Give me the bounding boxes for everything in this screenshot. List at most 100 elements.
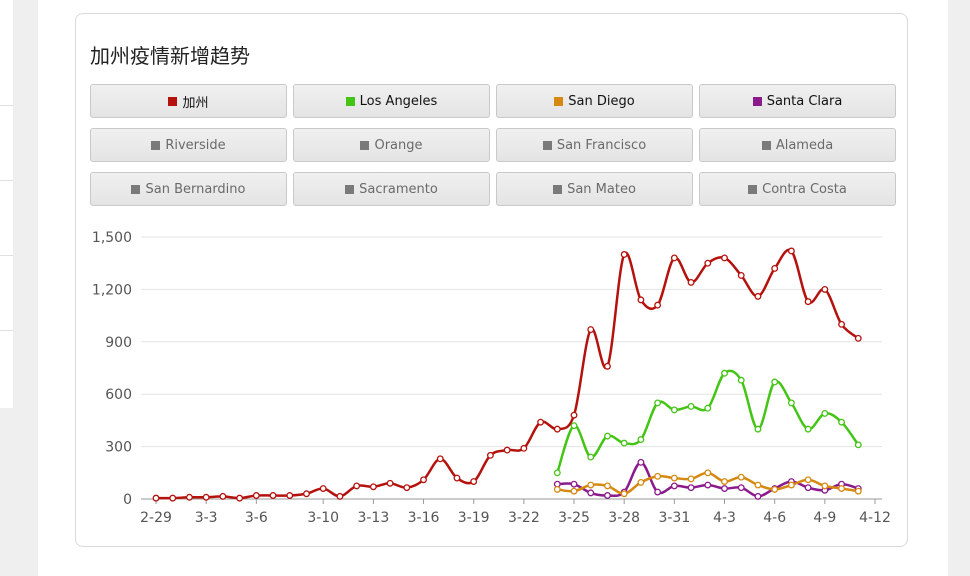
data-point xyxy=(654,488,662,496)
y-tick-label: 600 xyxy=(105,387,132,403)
x-tick-label: 3-19 xyxy=(458,510,490,526)
data-point xyxy=(654,472,662,480)
chart-title: 加州疫情新增趋势 xyxy=(90,44,250,68)
data-point xyxy=(787,247,795,255)
data-point xyxy=(687,402,695,410)
data-point xyxy=(704,481,712,489)
legend-toggle-加州[interactable]: 加州 xyxy=(90,84,287,118)
data-point xyxy=(553,469,561,477)
legend-toggle-alameda[interactable]: Alameda xyxy=(699,128,896,162)
data-point xyxy=(838,418,846,426)
data-point xyxy=(336,492,344,500)
y-tick-label: 300 xyxy=(105,440,132,456)
legend-toggle-contra-costa[interactable]: Contra Costa xyxy=(699,172,896,206)
legend-label: Contra Costa xyxy=(762,181,847,197)
data-point xyxy=(704,469,712,477)
x-tick-label: 3-13 xyxy=(357,510,389,526)
data-point xyxy=(453,474,461,482)
data-point xyxy=(804,298,812,306)
data-point xyxy=(436,455,444,463)
data-point xyxy=(737,473,745,481)
data-point xyxy=(821,285,829,293)
sidebar-divider xyxy=(0,105,13,106)
legend-swatch xyxy=(748,184,758,194)
x-tick-label: 4-3 xyxy=(713,510,736,526)
data-point xyxy=(687,475,695,483)
x-tick-label: 3-10 xyxy=(307,510,339,526)
data-point xyxy=(854,441,862,449)
legend-swatch xyxy=(168,96,178,106)
data-point xyxy=(754,425,762,433)
y-tick-label: 0 xyxy=(123,492,132,508)
legend-label: Orange xyxy=(374,137,423,153)
data-point xyxy=(286,492,294,499)
data-point xyxy=(754,492,762,500)
data-point xyxy=(771,485,779,493)
data-point xyxy=(721,485,728,492)
legend-label: Sacramento xyxy=(359,181,438,197)
series-line xyxy=(557,461,859,498)
legend-swatch xyxy=(554,96,564,106)
data-point xyxy=(604,482,611,490)
legend-toggle-santa-clara[interactable]: Santa Clara xyxy=(699,84,896,118)
legend-swatch xyxy=(360,140,370,150)
x-tick-label: 3-22 xyxy=(508,510,540,526)
data-point xyxy=(587,453,595,461)
data-point xyxy=(754,292,762,300)
series-line xyxy=(556,369,860,474)
data-point xyxy=(520,444,528,452)
legend-swatch xyxy=(553,184,563,194)
legend-swatch xyxy=(752,96,762,106)
y-tick-label: 1,200 xyxy=(92,282,132,298)
legend-label: San Francisco xyxy=(556,137,647,153)
legend-label: San Mateo xyxy=(567,181,636,197)
series-line xyxy=(155,248,860,500)
data-point xyxy=(670,254,678,262)
left-sidebar-edge xyxy=(0,0,13,408)
x-tick-label: 3-28 xyxy=(608,510,640,526)
sidebar-divider xyxy=(0,255,13,256)
data-point xyxy=(570,480,578,488)
legend-toggle-riverside[interactable]: Riverside xyxy=(90,128,287,162)
legend-toggle-san-bernardino[interactable]: San Bernardino xyxy=(90,172,287,206)
legend-toggle-san-diego[interactable]: San Diego xyxy=(496,84,693,118)
legend-swatch xyxy=(151,140,161,150)
data-point xyxy=(604,492,611,499)
data-point xyxy=(503,446,511,454)
data-point xyxy=(185,493,193,501)
data-point xyxy=(252,492,260,499)
data-point xyxy=(620,490,628,498)
legend-label: Riverside xyxy=(165,137,226,153)
data-point xyxy=(804,425,812,433)
data-point xyxy=(704,404,712,412)
legend-toggle-orange[interactable]: Orange xyxy=(293,128,490,162)
data-point xyxy=(737,484,745,492)
legend-toggle-san-mateo[interactable]: San Mateo xyxy=(496,172,693,206)
x-tick-label: 4-9 xyxy=(813,510,836,526)
data-point xyxy=(169,494,177,502)
data-point xyxy=(537,418,545,426)
y-tick-label: 900 xyxy=(105,335,132,351)
data-point xyxy=(152,494,160,502)
data-point xyxy=(787,481,795,489)
data-point xyxy=(670,474,678,482)
data-point xyxy=(236,494,244,502)
legend-toggle-san-francisco[interactable]: San Francisco xyxy=(496,128,693,162)
data-point xyxy=(737,271,745,279)
data-point xyxy=(721,369,728,377)
legend-toggle-los-angeles[interactable]: Los Angeles xyxy=(293,84,490,118)
data-point xyxy=(771,378,779,386)
x-tick-label: 3-16 xyxy=(408,510,440,526)
data-point xyxy=(771,264,779,272)
data-point xyxy=(570,411,578,419)
legend-toggle-sacramento[interactable]: Sacramento xyxy=(293,172,490,206)
data-point xyxy=(369,483,377,491)
data-point xyxy=(353,482,361,490)
data-point xyxy=(470,478,478,485)
data-point xyxy=(620,251,628,258)
data-point xyxy=(804,484,812,492)
data-point xyxy=(319,485,327,492)
data-point xyxy=(570,487,578,495)
data-point xyxy=(386,479,394,487)
